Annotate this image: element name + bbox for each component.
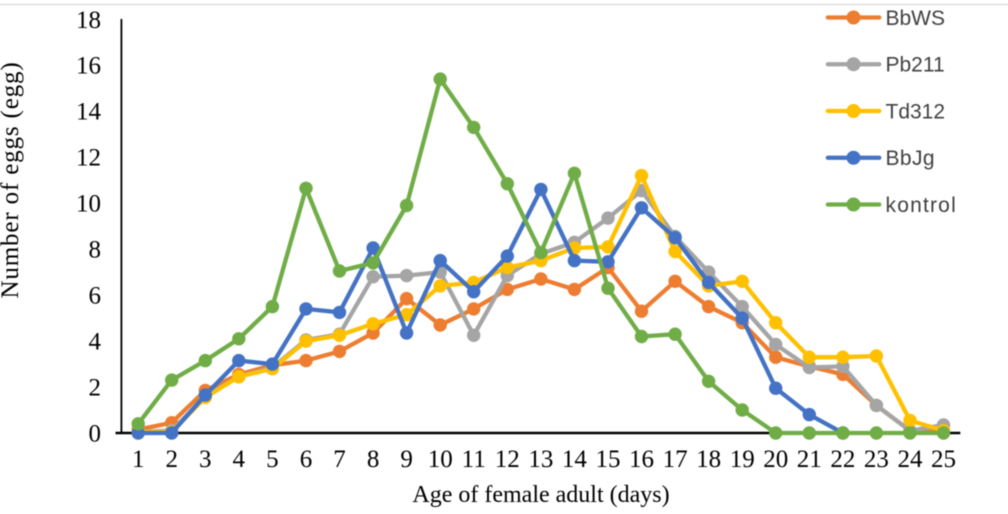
svg-text:18: 18 xyxy=(696,446,721,473)
svg-text:7: 7 xyxy=(333,446,346,473)
svg-text:14: 14 xyxy=(76,99,102,126)
svg-text:16: 16 xyxy=(76,53,101,80)
svg-text:5: 5 xyxy=(266,446,279,473)
svg-text:25: 25 xyxy=(931,446,956,473)
svg-text:11: 11 xyxy=(462,446,486,473)
svg-text:16: 16 xyxy=(629,446,654,473)
svg-text:12: 12 xyxy=(495,446,520,473)
svg-text:4: 4 xyxy=(233,446,246,473)
svg-text:9: 9 xyxy=(400,446,413,473)
svg-text:21: 21 xyxy=(797,446,822,473)
svg-text:10: 10 xyxy=(428,446,453,473)
svg-text:BbWS: BbWS xyxy=(886,7,946,30)
svg-text:Pb211: Pb211 xyxy=(886,54,945,77)
svg-text:6: 6 xyxy=(300,446,313,473)
svg-text:0: 0 xyxy=(89,420,102,447)
svg-text:Number of eggs (egg): Number of eggs (egg) xyxy=(0,61,24,298)
svg-text:10: 10 xyxy=(76,191,101,218)
svg-text:17: 17 xyxy=(663,446,688,473)
svg-text:15: 15 xyxy=(596,446,621,473)
svg-text:6: 6 xyxy=(89,283,102,310)
svg-text:8: 8 xyxy=(367,446,380,473)
svg-text:2: 2 xyxy=(165,446,178,473)
svg-text:20: 20 xyxy=(763,446,788,473)
svg-text:12: 12 xyxy=(76,145,101,172)
svg-text:18: 18 xyxy=(76,7,101,34)
svg-text:19: 19 xyxy=(730,446,755,473)
svg-text:23: 23 xyxy=(864,446,889,473)
svg-text:13: 13 xyxy=(528,446,553,473)
svg-text:22: 22 xyxy=(830,446,855,473)
svg-text:Td312: Td312 xyxy=(886,100,946,123)
svg-text:BbJg: BbJg xyxy=(886,147,935,170)
svg-text:4: 4 xyxy=(89,329,102,356)
svg-text:1: 1 xyxy=(132,446,145,473)
svg-text:kontrol: kontrol xyxy=(886,194,957,217)
svg-text:14: 14 xyxy=(562,446,588,473)
svg-text:3: 3 xyxy=(199,446,212,473)
svg-text:Age of female adult (days): Age of female adult (days) xyxy=(412,482,669,508)
svg-text:8: 8 xyxy=(89,237,102,264)
svg-text:24: 24 xyxy=(898,446,924,473)
svg-text:2: 2 xyxy=(89,374,102,401)
